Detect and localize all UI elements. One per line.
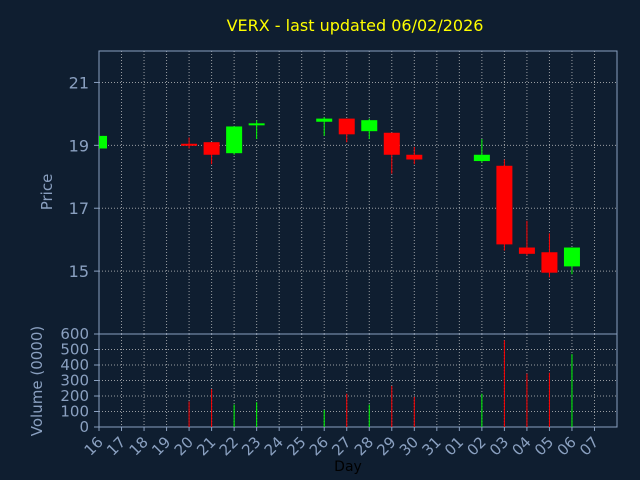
price-tick-label: 21 <box>69 73 89 92</box>
candle-body <box>563 247 580 267</box>
candle-body <box>541 252 558 273</box>
volume-tick-label: 300 <box>60 372 89 390</box>
volume-tick-label: 600 <box>60 325 89 343</box>
candle-body <box>316 118 333 122</box>
volume-axis-label: Volume (0000) <box>28 326 46 436</box>
candle-body <box>181 143 198 146</box>
candle-body <box>203 142 220 155</box>
candle-body <box>361 120 378 132</box>
price-tick-label: 15 <box>69 262 89 281</box>
price-panel: 15 17 19 21 <box>69 50 618 335</box>
candle-body <box>473 154 490 162</box>
candle-body <box>248 123 265 126</box>
candle-body <box>406 154 423 160</box>
chart-title: VERX - last updated 06/02/2026 <box>227 16 484 35</box>
volume-tick-label: 0 <box>79 418 89 436</box>
candle-body <box>496 165 513 245</box>
candle-body <box>99 135 107 149</box>
price-axis-label: Price <box>38 174 56 211</box>
volume-tick-label: 500 <box>60 341 89 359</box>
volume-tick-label: 100 <box>60 403 89 421</box>
candle-body <box>226 126 243 154</box>
candle-body <box>383 132 400 155</box>
candle-body <box>518 247 535 254</box>
price-tick-label: 19 <box>69 136 89 155</box>
x-axis-label: Day <box>334 459 362 475</box>
volume-tick-label: 400 <box>60 356 89 374</box>
candle-body <box>338 118 355 135</box>
volume-tick-label: 200 <box>60 387 89 405</box>
volume-panel-frame <box>98 333 618 428</box>
price-tick-label: 17 <box>69 199 89 218</box>
